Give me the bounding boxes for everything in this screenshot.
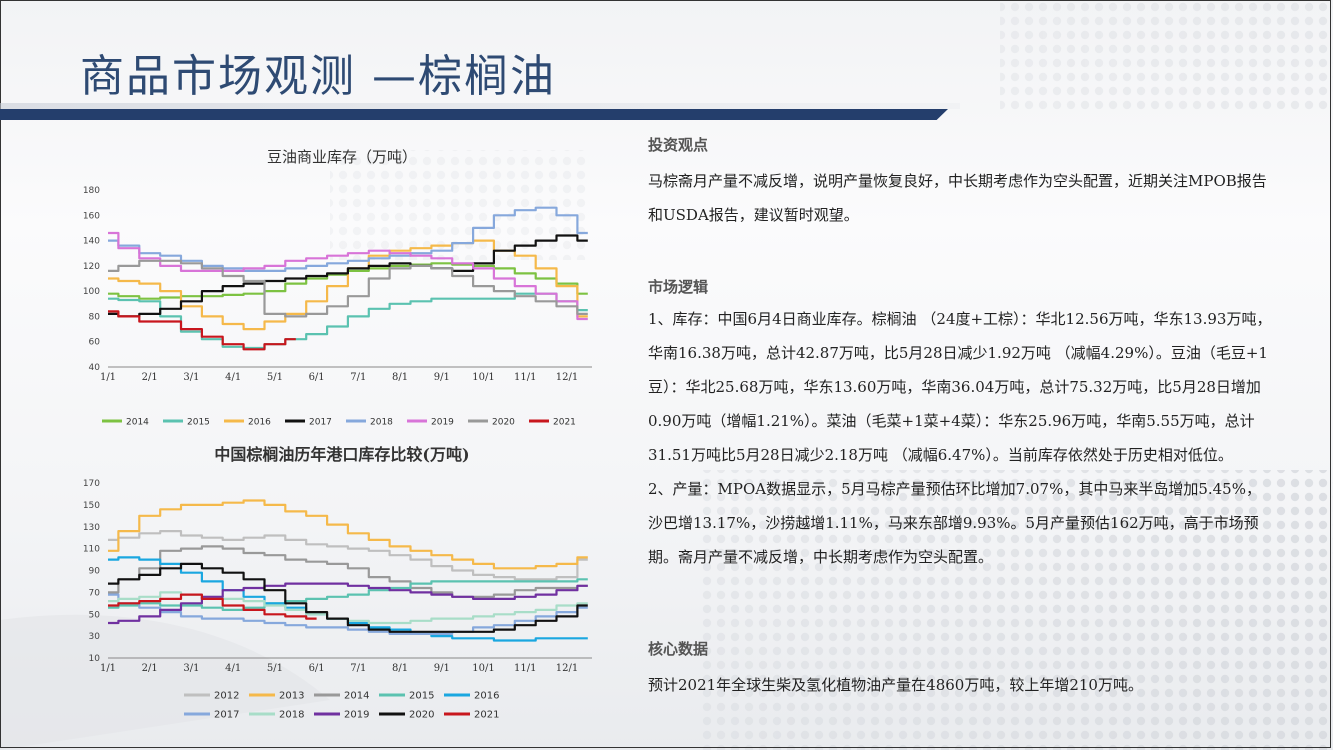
soybean-oil-inventory-chart: 豆油商业库存（万吨） 40 60 80 100 120 140 160 180 1/1 2/1 3/1… [83, 148, 592, 428]
series-line-2018 [108, 206, 588, 272]
legend-label-2020: 2020 [409, 710, 434, 721]
series-line-2019 [108, 582, 588, 625]
y-tick-label: 90 [89, 567, 101, 577]
y-tick-label: 30 [89, 632, 101, 642]
legend-label-2016: 2016 [248, 418, 271, 428]
x-tick-label: 5/1 [267, 372, 283, 383]
market-logic-text: 1、库存：中国6月4日商业库存。棕榈油 （24度+工棕）：华北12.56万吨，华… [648, 310, 1272, 566]
x-tick-label: 2/1 [142, 663, 158, 674]
chart-title: 豆油商业库存（万吨） [267, 148, 417, 166]
legend-label-2014: 2014 [126, 418, 149, 428]
legend-label-2015: 2015 [409, 691, 434, 702]
x-tick-label: 3/1 [183, 372, 199, 383]
x-tick-label: 11/1 [514, 372, 536, 383]
series-line-2020 [108, 562, 588, 633]
y-tick-label: 130 [83, 523, 100, 533]
series-line-2021 [108, 593, 317, 620]
legend-label-2021: 2021 [474, 710, 499, 721]
legend-label-2014: 2014 [344, 691, 369, 702]
core-data-heading: 核心数据 [648, 640, 709, 658]
y-tick-label: 40 [89, 363, 101, 373]
x-tick-label: 3/1 [183, 663, 199, 674]
x-tick-label: 12/1 [556, 663, 578, 674]
x-tick-label: 4/1 [225, 372, 241, 383]
y-tick-label: 140 [83, 237, 100, 247]
x-tick-label: 5/1 [267, 663, 283, 674]
x-tick-label: 9/1 [434, 663, 450, 674]
y-tick-label: 150 [83, 501, 100, 511]
y-tick-label: 170 [83, 479, 100, 489]
legend-label-2017: 2017 [214, 710, 239, 721]
legend-label-2015: 2015 [187, 418, 210, 428]
x-tick-label: 6/1 [309, 663, 325, 674]
legend-label-2013: 2013 [279, 691, 304, 702]
core-data-text: 预计2021年全球生柴及氢化植物油产量在4860万吨，较上年增210万吨。 [648, 676, 1143, 694]
x-tick-label: 10/1 [472, 372, 494, 383]
y-tick-label: 80 [89, 312, 101, 322]
legend-label-2018: 2018 [279, 710, 304, 721]
y-tick-label: 180 [83, 186, 100, 196]
x-tick-label: 7/1 [350, 372, 366, 383]
series-line-2019 [108, 231, 588, 321]
palm-oil-port-inventory-chart: 中国棕榈油历年港口库存比较(万吨) 10 30 50 70 90 110 130 150 170 1… [83, 445, 592, 721]
series-line-2014 [108, 545, 588, 598]
chart-title: 中国棕榈油历年港口库存比较(万吨) [214, 445, 469, 464]
x-tick-label: 8/1 [392, 663, 408, 674]
y-tick-label: 50 [89, 610, 101, 620]
y-tick-label: 60 [89, 338, 101, 348]
legend-label-2016: 2016 [474, 691, 499, 702]
legend-label-2012: 2012 [214, 691, 239, 702]
series-line-2021 [108, 310, 296, 351]
series-line-2020 [108, 259, 588, 318]
legend-label-2019: 2019 [431, 418, 454, 428]
market-logic-heading: 市场逻辑 [648, 278, 709, 296]
y-tick-label: 120 [83, 262, 100, 272]
series-line-2015 [108, 578, 588, 611]
x-tick-label: 9/1 [434, 372, 450, 383]
y-tick-label: 100 [83, 287, 100, 297]
legend-label-2018: 2018 [370, 418, 393, 428]
slide-title: 商品市场观测 —棕榈油 [80, 51, 556, 102]
legend-label-2021: 2021 [553, 418, 576, 428]
y-tick-label: 160 [83, 211, 100, 221]
legend-label-2020: 2020 [492, 418, 515, 428]
legend-label-2019: 2019 [344, 710, 369, 721]
x-tick-label: 4/1 [225, 663, 241, 674]
series-line-2013 [108, 499, 588, 570]
header-shade [0, 103, 960, 109]
x-tick-label: 6/1 [309, 372, 325, 383]
y-tick-label: 70 [89, 588, 101, 598]
x-tick-label: 10/1 [472, 663, 494, 674]
x-tick-label: 8/1 [392, 372, 408, 383]
y-tick-label: 10 [89, 654, 101, 664]
x-tick-label: 1/1 [100, 663, 116, 674]
investment-view-text: 马棕斋月产量不减反增，说明产量恢复良好，中长期考虑作为空头配置，近期关注MPOB… [648, 172, 1267, 224]
series-line-2012 [108, 530, 588, 581]
series-line-2017 [108, 234, 588, 318]
y-tick-label: 110 [83, 545, 100, 555]
x-tick-label: 7/1 [350, 663, 366, 674]
x-tick-label: 12/1 [556, 372, 578, 383]
x-tick-label: 11/1 [514, 663, 536, 674]
x-tick-label: 1/1 [100, 372, 116, 383]
investment-view-heading: 投资观点 [648, 136, 709, 154]
header-bar [0, 109, 948, 120]
x-tick-label: 2/1 [142, 372, 158, 383]
legend-label-2017: 2017 [309, 418, 332, 428]
